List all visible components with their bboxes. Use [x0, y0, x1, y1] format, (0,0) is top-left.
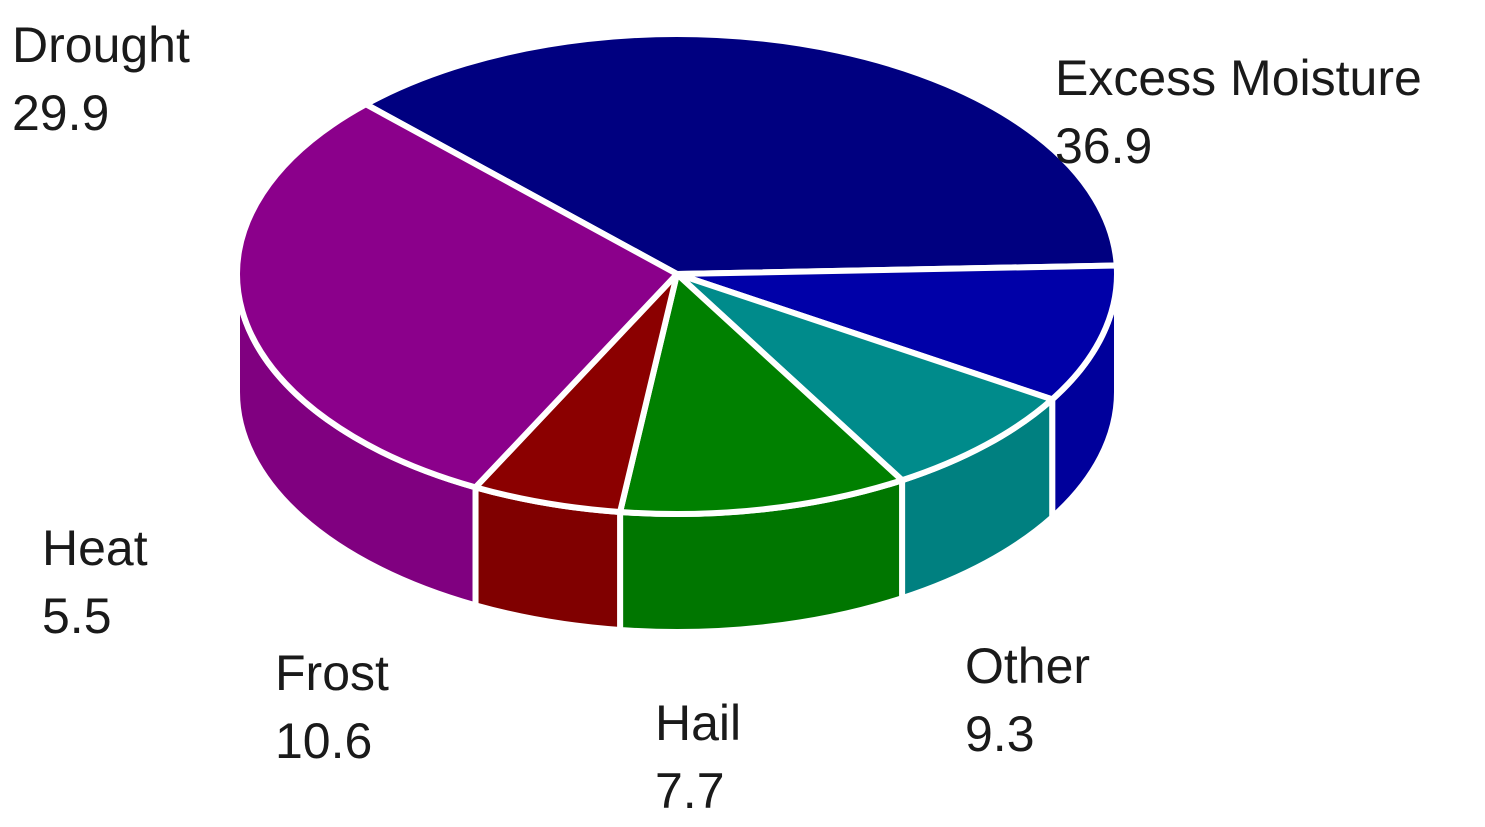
value-other: 9.3 [965, 706, 1035, 762]
label-drought: Drought [12, 17, 190, 73]
value-hail: 7.7 [655, 763, 725, 819]
slice-hail [674, 271, 1056, 484]
value-excess-moisture: 36.9 [1055, 118, 1152, 174]
value-heat: 5.5 [42, 588, 112, 644]
pie-labels: Excess Moisture 36.9 Other 9.3 Hail 7.7 Frost 1… [12, 17, 1422, 819]
slice-excess-moisture [362, 31, 1120, 277]
value-drought: 29.9 [12, 85, 109, 141]
label-excess-moisture: Excess Moisture [1055, 50, 1422, 106]
slice-drought [234, 101, 680, 491]
label-heat: Heat [42, 520, 148, 576]
label-other: Other [965, 638, 1090, 694]
pie-tops [234, 31, 1120, 517]
label-hail: Hail [655, 695, 741, 751]
slice-frost [617, 271, 906, 517]
value-frost: 10.6 [275, 713, 372, 769]
label-frost: Frost [275, 645, 389, 701]
slice-other [674, 262, 1120, 403]
